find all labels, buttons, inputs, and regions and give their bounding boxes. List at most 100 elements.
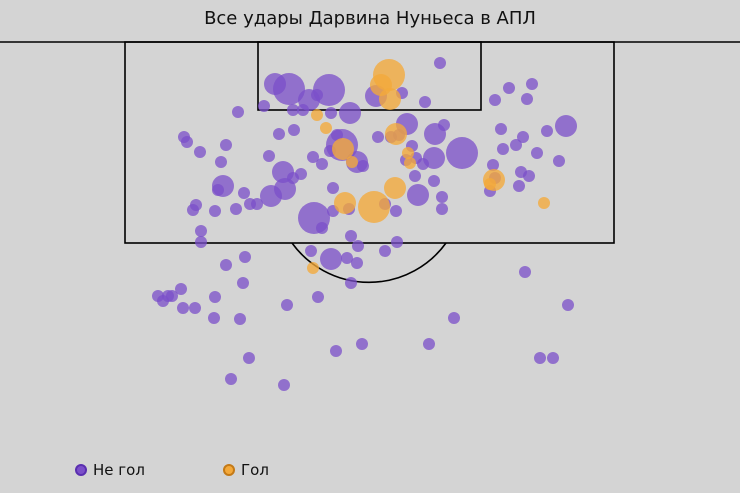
shot-miss-point — [517, 131, 529, 143]
six-yard-box — [257, 41, 482, 111]
shot-miss-point — [330, 345, 342, 357]
shot-miss-point — [287, 104, 299, 116]
shot-miss-point — [209, 205, 221, 217]
shot-miss-point — [316, 158, 328, 170]
shot-miss-point — [547, 352, 559, 364]
shot-miss-point — [220, 139, 232, 151]
shot-miss-point — [189, 302, 201, 314]
legend-label-goal: Гол — [241, 461, 269, 479]
shot-miss-point — [446, 137, 478, 169]
shot-miss-point — [175, 283, 187, 295]
shot-miss-point — [195, 236, 207, 248]
shot-goal-point — [334, 192, 356, 214]
shot-miss-point — [526, 78, 538, 90]
shot-miss-point — [195, 225, 207, 237]
shot-miss-point — [177, 302, 189, 314]
shot-miss-point — [489, 94, 501, 106]
shot-miss-point — [519, 266, 531, 278]
shot-miss-point — [307, 151, 319, 163]
shot-miss-point — [273, 128, 285, 140]
shot-miss-point — [288, 124, 300, 136]
shot-miss-point — [495, 123, 507, 135]
shot-goal-point — [379, 88, 401, 110]
shot-miss-point — [325, 107, 337, 119]
shot-miss-point — [194, 146, 206, 158]
shot-miss-point — [531, 147, 543, 159]
shot-miss-point — [238, 187, 250, 199]
shot-goal-point — [320, 122, 332, 134]
shot-goal-point — [346, 156, 358, 168]
shot-miss-point — [295, 168, 307, 180]
shot-miss-point — [258, 100, 270, 112]
shot-miss-point — [237, 277, 249, 289]
shot-miss-point — [212, 184, 224, 196]
shot-miss-point — [541, 125, 553, 137]
shot-miss-point — [379, 245, 391, 257]
shot-miss-point — [263, 150, 275, 162]
shot-miss-point — [352, 240, 364, 252]
shot-miss-point — [225, 373, 237, 385]
shot-miss-point — [434, 57, 446, 69]
shot-miss-point — [166, 290, 178, 302]
penalty-arc — [291, 242, 447, 284]
shot-miss-point — [391, 236, 403, 248]
legend-label-miss: Не гол — [93, 461, 145, 479]
legend-swatch-miss — [75, 464, 87, 476]
shot-goal-point — [484, 178, 496, 190]
shot-miss-point — [521, 93, 533, 105]
shot-miss-point — [390, 205, 402, 217]
shot-miss-point — [448, 312, 460, 324]
shot-miss-point — [320, 248, 342, 270]
shot-miss-point — [244, 198, 256, 210]
legend-item-goal: Гол — [223, 461, 269, 479]
shot-miss-point — [264, 73, 286, 95]
shot-miss-point — [232, 106, 244, 118]
shot-miss-point — [260, 185, 282, 207]
shot-goal-point — [402, 147, 414, 159]
shot-miss-point — [311, 89, 323, 101]
shot-miss-point — [312, 291, 324, 303]
shot-miss-point — [562, 299, 574, 311]
shot-miss-point — [345, 277, 357, 289]
shot-miss-point — [534, 352, 546, 364]
shot-miss-point — [372, 131, 384, 143]
shot-miss-point — [209, 291, 221, 303]
shot-miss-point — [181, 136, 193, 148]
shots-miss-series — [152, 57, 577, 391]
shot-miss-point — [419, 96, 431, 108]
shot-miss-point — [215, 156, 227, 168]
shot-miss-point — [305, 245, 317, 257]
shot-miss-point — [555, 115, 577, 137]
shot-miss-point — [513, 180, 525, 192]
shot-miss-point — [339, 102, 361, 124]
shot-miss-point — [407, 184, 429, 206]
shot-miss-point — [553, 155, 565, 167]
shot-miss-point — [510, 139, 522, 151]
shots-goal-series — [307, 59, 550, 274]
shot-miss-point — [351, 257, 363, 269]
shot-miss-point — [239, 251, 251, 263]
chart-title: Все удары Дарвина Нуньеса в АПЛ — [204, 8, 536, 29]
shot-miss-point — [234, 313, 246, 325]
shot-miss-point — [428, 175, 440, 187]
shot-miss-point — [356, 338, 368, 350]
shot-miss-point — [503, 82, 515, 94]
shot-miss-point — [409, 170, 421, 182]
shot-goal-point — [332, 138, 354, 160]
shot-miss-point — [436, 203, 448, 215]
shot-miss-point — [208, 312, 220, 324]
shot-miss-point — [438, 119, 450, 131]
shot-miss-point — [487, 159, 499, 171]
shot-miss-point — [341, 252, 353, 264]
shot-goal-point — [385, 123, 407, 145]
shot-miss-point — [357, 160, 369, 172]
shot-miss-point — [281, 299, 293, 311]
pitch-lines — [0, 41, 740, 284]
shot-goal-point — [538, 197, 550, 209]
shot-miss-point — [423, 338, 435, 350]
shot-miss-point — [297, 104, 309, 116]
legend-item-miss: Не гол — [75, 461, 145, 479]
shot-miss-point — [243, 352, 255, 364]
legend-swatch-goal — [223, 464, 235, 476]
